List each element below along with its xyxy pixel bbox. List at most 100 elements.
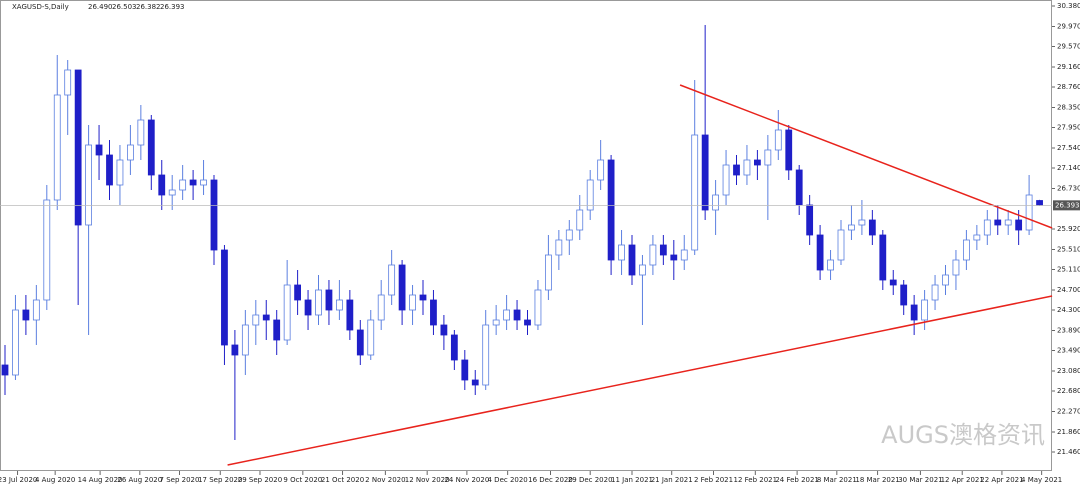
candle-body — [1004, 219, 1012, 226]
candle-body — [335, 299, 343, 311]
candle-body — [701, 134, 709, 211]
candle-body — [22, 309, 30, 321]
x-tick-label: 18 Mar 2021 — [855, 476, 899, 484]
candle-body — [367, 319, 375, 356]
x-tick-label: 2 Nov 2020 — [365, 476, 405, 484]
candle-body — [252, 314, 260, 326]
candle-body — [795, 169, 803, 206]
candle-body — [346, 299, 354, 331]
y-tick-label: 29.570 — [1057, 43, 1080, 51]
candle-body — [827, 259, 834, 271]
candle-body — [53, 94, 61, 201]
last-price-label: 26.393 — [1055, 201, 1080, 209]
x-tick-label: 9 Oct 2020 — [283, 476, 322, 484]
candle-body — [586, 179, 594, 211]
candle-body — [430, 299, 437, 326]
candle-body — [241, 324, 249, 356]
symbol: XAGUSD-S,Daily — [12, 3, 69, 11]
candle-body — [315, 289, 322, 316]
y-tick-label: 28.350 — [1057, 104, 1080, 112]
candle-body — [43, 199, 51, 301]
candle-body — [116, 159, 124, 186]
x-tick-label: 2 Feb 2021 — [694, 476, 733, 484]
candle-body — [952, 259, 960, 276]
candle-body — [127, 144, 134, 161]
candle-body — [179, 179, 187, 191]
candle-body — [545, 254, 552, 291]
candle-body — [200, 179, 207, 186]
watermark: AUGS澳格资讯 — [881, 421, 1045, 449]
candle-body — [816, 234, 824, 271]
x-tick-label: 29 Dec 2020 — [568, 476, 613, 484]
y-tick-label: 25.110 — [1057, 266, 1080, 274]
candle-body — [983, 219, 991, 236]
x-tick-label: 24 Feb 2021 — [775, 476, 819, 484]
candle-body — [942, 274, 949, 286]
candle-body — [419, 294, 427, 301]
candle-body — [597, 159, 605, 181]
y-tick-label: 30.380 — [1057, 2, 1080, 10]
x-tick-label: 7 Sep 2020 — [160, 476, 200, 484]
candle-body — [733, 164, 740, 176]
candle-body — [785, 129, 793, 171]
candle-body — [722, 164, 730, 196]
y-tick-label: 27.950 — [1057, 124, 1080, 132]
candle-body — [754, 159, 761, 166]
candle-body — [74, 69, 82, 226]
candle-body — [189, 179, 197, 186]
candle-body — [85, 144, 92, 226]
candle-body — [691, 134, 699, 251]
candle-body — [64, 69, 72, 96]
candle-body — [503, 309, 511, 321]
x-tick-label: 23 Jul 2020 — [0, 476, 37, 484]
candle-body — [450, 334, 458, 361]
x-tick-label: 24 Nov 2020 — [444, 476, 489, 484]
x-tick-label: 11 Jan 2021 — [611, 476, 653, 484]
y-tick-label: 25.510 — [1057, 246, 1080, 254]
x-tick-label: 14 Aug 2020 — [78, 476, 123, 484]
candle-body — [670, 254, 678, 261]
candle-body — [900, 284, 908, 306]
x-tick-label: 21 Jan 2021 — [651, 476, 693, 484]
candle-body — [482, 324, 490, 386]
candle-body — [774, 129, 782, 151]
x-tick-label: 4 Dec 2020 — [488, 476, 528, 484]
candle-body — [837, 229, 845, 261]
last-price-box — [1053, 200, 1080, 211]
candle-body — [283, 284, 291, 341]
y-tick-label: 27.540 — [1057, 144, 1080, 152]
candle-body — [32, 299, 40, 321]
header-value: 26.382 — [136, 3, 161, 11]
candle-body — [712, 194, 719, 211]
x-tick-label: 29 Sep 2020 — [238, 476, 282, 484]
header-value: 26.490 — [88, 3, 113, 11]
y-tick-label: 21.860 — [1057, 428, 1080, 436]
candle-body — [639, 264, 646, 276]
y-tick-label: 23.490 — [1057, 347, 1080, 355]
x-tick-label: 26 Aug 2020 — [117, 476, 162, 484]
candle-body — [931, 284, 939, 301]
x-tick-label: 12 Nov 2020 — [405, 476, 450, 484]
candle-body — [994, 219, 1002, 226]
y-tick-label: 26.730 — [1057, 185, 1080, 193]
x-tick-label: 21 Oct 2020 — [321, 476, 364, 484]
header-value: 26.503 — [112, 3, 137, 11]
candle-body — [12, 309, 19, 376]
candle-body — [963, 239, 970, 261]
candle-body — [262, 314, 270, 321]
y-tick-label: 23.080 — [1057, 367, 1080, 375]
candle-body — [440, 324, 448, 336]
candle-body — [168, 189, 176, 196]
candle-body — [304, 299, 312, 316]
x-tick-label: 17 Sep 2020 — [198, 476, 242, 484]
y-tick-label: 21.460 — [1057, 448, 1080, 456]
candle-body — [534, 289, 542, 326]
candle-body — [147, 119, 155, 176]
candle-body — [889, 279, 897, 286]
candle-body — [398, 264, 406, 311]
x-tick-label: 4 May 2021 — [1021, 476, 1062, 484]
trendline — [679, 84, 1053, 229]
candle-body — [743, 159, 751, 176]
y-tick-label: 28.760 — [1057, 83, 1080, 91]
